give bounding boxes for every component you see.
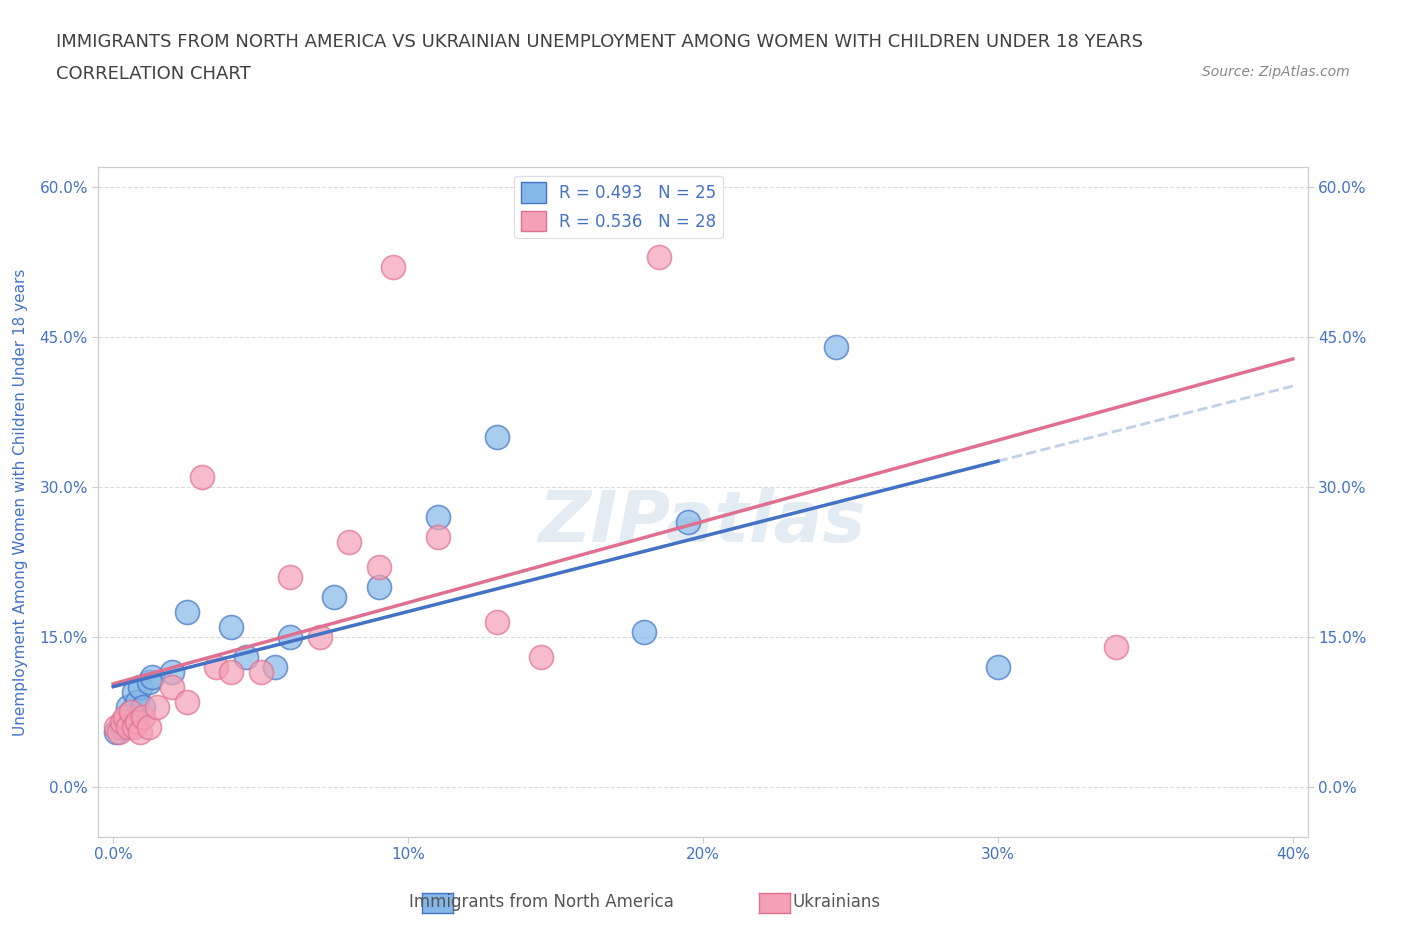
Point (382, 259, 405, 274)
Point (1105, 640, 1128, 655)
Point (530, 650, 553, 665)
Point (105, 720, 128, 735)
Point (176, 604, 198, 619)
Text: Ukrainians: Ukrainians (793, 893, 880, 911)
Text: CORRELATION CHART: CORRELATION CHART (56, 65, 252, 83)
Point (146, 699, 169, 714)
Point (108, 724, 131, 739)
Point (117, 699, 139, 714)
Point (122, 720, 145, 735)
Point (190, 470, 212, 485)
Text: IMMIGRANTS FROM NORTH AMERICA VS UKRAINIAN UNEMPLOYMENT AMONG WOMEN WITH CHILDRE: IMMIGRANTS FROM NORTH AMERICA VS UKRAINI… (56, 33, 1143, 50)
Point (120, 705, 142, 720)
Point (367, 560, 389, 575)
Point (426, 510, 449, 525)
Point (485, 615, 508, 630)
Point (235, 650, 257, 665)
Point (138, 674, 160, 689)
Point (308, 630, 330, 644)
Point (648, 250, 671, 265)
Point (120, 705, 142, 720)
Point (128, 680, 150, 695)
Point (114, 714, 136, 729)
Point (125, 714, 148, 729)
Point (367, 579, 389, 594)
Point (323, 590, 346, 604)
Point (219, 619, 242, 634)
Point (131, 699, 153, 714)
Point (678, 514, 700, 529)
Y-axis label: Unemployment Among Women with Children Under 18 years: Unemployment Among Women with Children U… (14, 269, 28, 736)
Point (633, 625, 655, 640)
Point (160, 680, 183, 695)
Point (278, 570, 301, 585)
Point (176, 695, 198, 710)
Point (205, 659, 228, 674)
Point (141, 670, 163, 684)
Legend: R = 0.493   N = 25, R = 0.536   N = 28: R = 0.493 N = 25, R = 0.536 N = 28 (515, 176, 723, 238)
Point (485, 430, 508, 445)
Point (128, 724, 150, 739)
Point (138, 720, 160, 735)
Point (824, 339, 846, 354)
Point (160, 665, 183, 680)
Point (111, 720, 134, 735)
Point (114, 710, 136, 724)
Text: Immigrants from North America: Immigrants from North America (409, 893, 673, 911)
Point (105, 724, 128, 739)
Text: Source: ZipAtlas.com: Source: ZipAtlas.com (1202, 65, 1350, 79)
Point (278, 630, 301, 644)
Point (426, 530, 449, 545)
Point (987, 659, 1010, 674)
Point (117, 720, 139, 735)
Text: ZIPatlas: ZIPatlas (540, 488, 866, 557)
Point (122, 684, 145, 699)
Point (264, 659, 287, 674)
Point (111, 714, 134, 729)
Point (131, 710, 153, 724)
Point (337, 535, 360, 550)
Point (249, 665, 271, 680)
Point (125, 695, 148, 710)
Point (219, 665, 242, 680)
